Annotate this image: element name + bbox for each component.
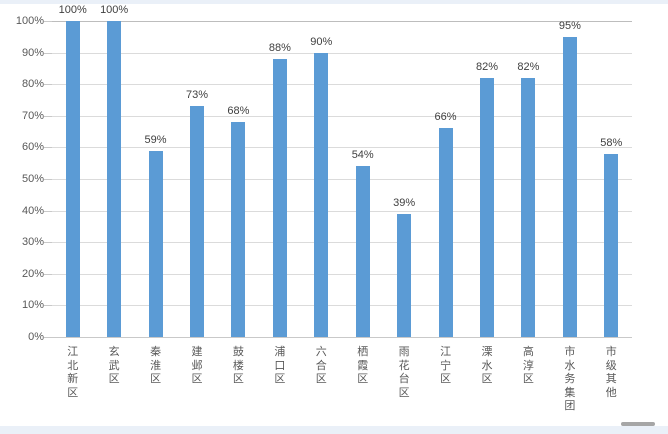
gridline [52,179,632,180]
bar-value-label: 58% [600,136,623,149]
y-axis-tick [44,147,52,149]
bar [355,166,370,337]
bar [604,153,619,337]
x-axis-label: 栖霞区 [357,346,369,385]
x-axis-label: 溧水区 [481,346,493,385]
bar [148,150,163,337]
y-axis-label: 50% [21,173,44,185]
bar [397,213,412,337]
x-axis-label: 玄武区 [108,346,120,385]
bar-value-label: 88% [268,41,291,54]
bar-value-label: 82% [517,60,540,73]
bar-chart: 0% 10% 20% 30% 40% 50% 60% 70% 80% 90% 100% 100% 江北新… [0,4,668,426]
x-axis-label: 浦口区 [274,346,286,385]
x-axis-label: 江北新区 [67,346,79,399]
bar [314,52,329,337]
bar-value-label: 73% [185,89,209,102]
y-axis-tick [44,337,52,338]
y-axis-label: 60% [21,141,44,154]
bar-value-label: 59% [144,133,167,146]
bar-value-label: 39% [393,196,416,209]
y-axis-tick [44,21,52,22]
y-axis-tick [44,115,52,117]
gridline [52,210,632,212]
x-axis-label: 鼓楼区 [232,346,244,385]
bar [562,36,577,337]
gridline [52,21,632,22]
bar-value-label: 100% [100,4,129,16]
y-axis-tick [44,305,52,307]
y-axis-label: 40% [21,204,44,217]
y-axis-tick [44,179,52,180]
bar [480,77,494,337]
y-axis-tick [44,242,52,244]
y-axis-label: 90% [21,46,44,59]
bar [107,21,122,337]
x-axis-label: 高淳区 [522,346,534,385]
gridline [52,305,632,307]
bar-value-label: 66% [434,111,457,124]
horizontal-scrollbar-track[interactable] [0,426,668,434]
bar-value-label: 95% [558,19,581,32]
gridline [52,115,632,117]
bar [190,106,204,337]
gridline [52,84,632,86]
gridline [52,273,632,275]
bar-value-label: 82% [475,60,499,73]
bar [231,122,246,337]
y-axis-label: 0% [28,331,44,343]
bar [65,21,80,337]
bar [438,128,453,337]
x-axis-label: 秦淮区 [150,346,162,385]
y-axis-tick [44,273,52,275]
y-axis-label: 80% [21,78,44,91]
gridline [52,337,632,338]
bar-value-label: 68% [227,105,250,118]
gridline [52,147,632,149]
x-axis-label: 雨花台区 [398,346,410,399]
y-axis-label: 100% [15,15,44,27]
scrollbar-thumb[interactable] [621,422,655,426]
x-axis-label: 市水务集团 [564,346,576,412]
y-axis-tick [44,52,52,54]
y-axis-label: 10% [21,299,44,312]
top-edge-strip [0,0,668,4]
gridline [52,52,632,54]
bar [521,77,536,337]
x-axis-label: 市级其他 [605,346,617,399]
x-axis-label: 江宁区 [440,346,452,385]
x-axis-label: 六合区 [315,346,327,385]
bar [272,58,287,337]
y-axis-label: 30% [21,236,44,249]
y-axis-tick [44,210,52,212]
y-axis-label: 70% [21,109,44,122]
bar-value-label: 100% [58,4,87,16]
bar-value-label: 54% [351,149,374,162]
y-axis-tick [44,84,52,86]
bar-value-label: 90% [310,35,333,48]
gridline [52,242,632,244]
y-axis-label: 20% [21,267,44,280]
x-axis-label: 建邺区 [191,346,203,385]
